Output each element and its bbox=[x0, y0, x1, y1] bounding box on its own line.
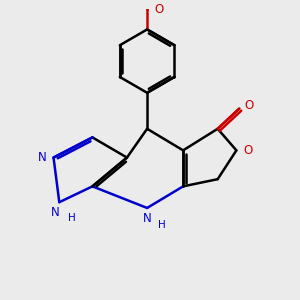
Text: N: N bbox=[51, 206, 59, 219]
Text: H: H bbox=[158, 220, 165, 230]
Text: O: O bbox=[244, 144, 253, 157]
Text: N: N bbox=[38, 151, 47, 164]
Text: O: O bbox=[154, 3, 164, 16]
Text: O: O bbox=[245, 99, 254, 112]
Text: N: N bbox=[143, 212, 152, 225]
Text: H: H bbox=[68, 213, 76, 223]
